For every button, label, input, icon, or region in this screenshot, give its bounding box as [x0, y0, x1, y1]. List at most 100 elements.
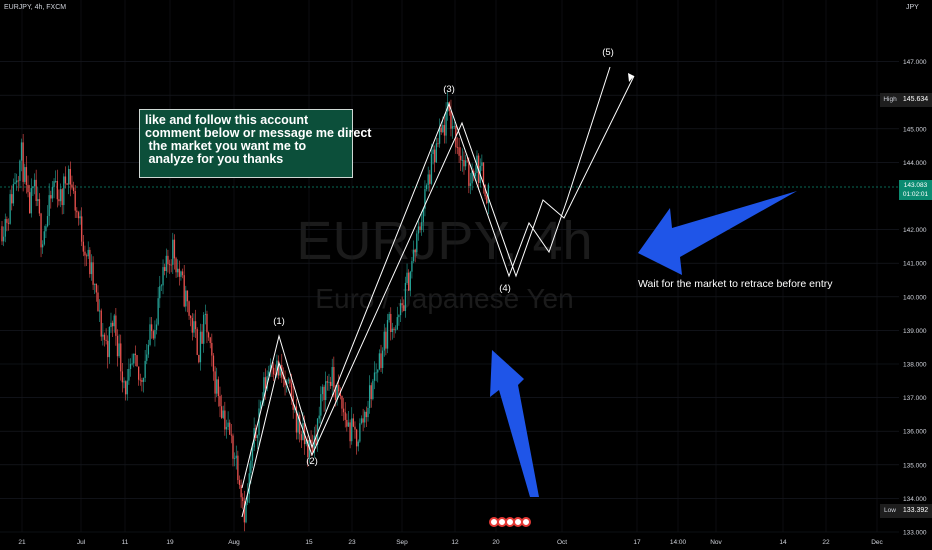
candle-body: [149, 324, 151, 345]
price-tick-label: 138.000: [903, 362, 927, 369]
candle-body: [451, 126, 454, 129]
candle-body: [193, 321, 195, 333]
time-tick-label: Jul: [77, 539, 86, 546]
candle-body: [437, 143, 439, 145]
candle-body: [463, 160, 465, 167]
wave-path-1: [241, 66, 611, 489]
candle-body: [259, 401, 262, 409]
candle-body: [154, 329, 156, 339]
candle-body: [230, 434, 233, 436]
candle-body: [76, 210, 78, 213]
time-tick-label: 17: [633, 539, 641, 546]
candle-body: [474, 172, 477, 177]
candle-body: [341, 395, 343, 409]
candle-body: [144, 360, 146, 378]
candle-body: [103, 334, 106, 340]
candle-body: [165, 255, 167, 272]
candle-body: [331, 367, 333, 386]
candle-body: [100, 310, 102, 337]
candle-body: [471, 170, 473, 184]
candle-body: [142, 377, 145, 382]
candle-body: [178, 268, 180, 277]
candle-body: [466, 160, 468, 162]
candle-body: [131, 363, 133, 365]
candle-body: [289, 379, 291, 384]
candle-body: [434, 149, 436, 163]
candle-body: [173, 239, 176, 259]
candle-body: [107, 340, 109, 358]
candle-body: [51, 186, 54, 199]
candle-body: [136, 355, 138, 367]
candle-body: [201, 331, 203, 344]
candle-body: [357, 441, 359, 447]
candle-body: [339, 391, 341, 396]
candle-body: [305, 439, 307, 445]
candle-body: [15, 180, 18, 183]
candle-body: [29, 192, 31, 214]
candle-body: [334, 387, 337, 401]
candle-body: [214, 371, 216, 394]
candle-body: [146, 354, 148, 361]
candle-body: [50, 195, 52, 199]
candle-body: [388, 313, 390, 321]
price-tick-label: 144.000: [903, 160, 927, 167]
symbol-header[interactable]: EURJPY, 4h, FXCM: [4, 4, 67, 11]
price-tick-label: 147.000: [903, 59, 927, 66]
candle-body: [251, 447, 254, 461]
candle-body: [17, 180, 19, 182]
candle-body: [256, 435, 259, 439]
candle-body: [32, 186, 34, 189]
candle-body: [168, 264, 171, 266]
candle-body: [56, 181, 58, 200]
candle-body: [427, 174, 429, 186]
time-tick-label: Nov: [710, 539, 722, 546]
candle-body: [287, 379, 289, 381]
candle-body: [372, 380, 374, 400]
candle-body: [7, 222, 10, 224]
candle-body: [364, 411, 366, 423]
candle-body: [63, 176, 65, 206]
wave-label: (1): [273, 316, 285, 327]
candle-body: [27, 184, 29, 193]
candle-body: [414, 249, 416, 253]
candle-body: [159, 286, 161, 299]
price-tick-label: 140.000: [903, 294, 927, 301]
candle-body: [461, 160, 463, 161]
candle-body: [155, 324, 158, 330]
candle-body: [147, 344, 150, 355]
time-tick-label: 12: [451, 539, 459, 546]
candle-body: [268, 371, 270, 377]
candle-body: [393, 328, 395, 331]
candle-body: [235, 455, 237, 459]
time-tick-label: Sep: [396, 539, 408, 546]
candle-body: [92, 262, 94, 285]
candle-body: [359, 423, 361, 442]
candle-body: [139, 379, 141, 381]
price-tick-label: 142.000: [903, 227, 927, 234]
time-tick-label: 22: [822, 539, 830, 546]
candle-body: [336, 384, 338, 401]
price-tick-label: 141.000: [903, 261, 927, 268]
candle-body: [204, 313, 206, 315]
candle-body: [118, 343, 120, 357]
candle-body: [90, 262, 93, 275]
candle-body: [113, 315, 115, 327]
candle-body: [328, 381, 330, 383]
candle-body: [170, 264, 172, 266]
candle-body: [438, 127, 441, 144]
candle-body: [238, 480, 241, 485]
candle-body: [333, 367, 335, 388]
candle-body: [98, 310, 101, 312]
candle-body: [186, 290, 189, 302]
candle-body: [487, 184, 490, 204]
candle-body: [102, 334, 104, 337]
candle-body: [81, 216, 83, 242]
event-marker-5[interactable]: [521, 517, 531, 527]
bar-countdown: 01:02:01: [902, 191, 929, 198]
candle-body: [232, 435, 234, 459]
candle-body: [453, 125, 455, 127]
candle-body: [162, 267, 164, 286]
candle-body: [320, 394, 322, 416]
